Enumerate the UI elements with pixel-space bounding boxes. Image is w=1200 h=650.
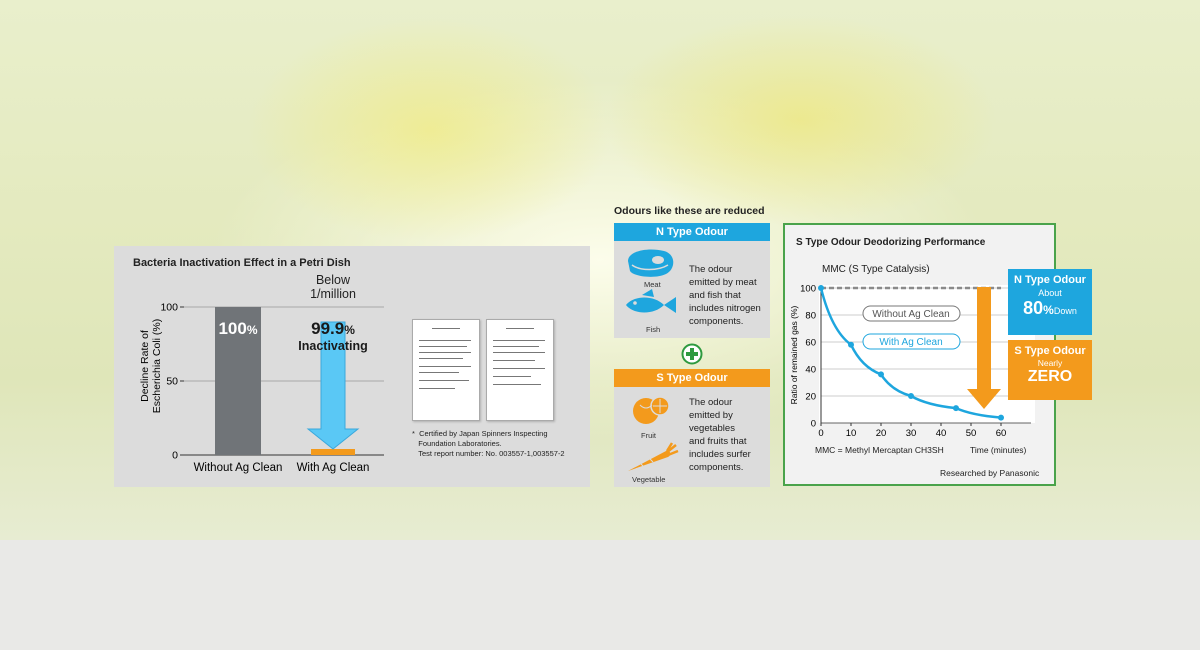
y-tick-label: 40 [805,365,816,376]
odours-title: Odours like these are reduced [614,205,765,217]
x-tick-label: With Ag Clean [297,462,370,474]
x-tick-label: 30 [906,428,917,439]
x-tick-label: 40 [936,428,947,439]
x-tick-label: 60 [996,428,1007,439]
odours-panel: Odours like these are reduced N Type Odo… [614,200,774,490]
bar1-pct: % [247,323,258,337]
y-tick-label: 50 [166,376,178,388]
label-with-ag: With Ag Clean [862,333,961,350]
y-tick-label: 100 [800,284,816,295]
y-tick-label: 0 [172,450,178,462]
plus-circle-icon [681,343,703,365]
fruit-label: Fruit [641,431,656,440]
s-type-box: S Type Odour Fruit Vegetable The odour em… [614,369,770,487]
s-type-description: The odour emitted by vegetables and fruits … [689,397,751,473]
n-type-header: N Type Odour [614,223,770,241]
vegetable-label: Vegetable [632,475,666,484]
x-tick-label: 0 [818,428,823,439]
x-tick-label: 10 [846,428,857,439]
carrot-icon [628,442,679,471]
s-type-badge: S Type Odour Nearly ZERO [1008,340,1092,400]
y-tick-label: 60 [805,338,816,349]
fish-icon [626,289,676,313]
svg-text:99.9%: 99.9% [311,319,355,338]
deodorizing-panel: S Type Odour Deodorizing Performance MMC… [783,223,1092,486]
deodorizing-title: S Type Odour Deodorizing Performance [796,237,986,248]
below-line2: 1/million [310,287,356,301]
svg-text:Without Ag Clean: Without Ag Clean [872,309,949,320]
bacteria-title: Bacteria Inactivation Effect in a Petri … [133,257,351,269]
bar1-value: 100 [218,319,246,338]
n-type-box: N Type Odour Meat Fish The odour emitted … [614,223,770,338]
mmc-footnote: MMC = Methyl Mercaptan CH3SH [815,445,944,455]
x-tick-label: Without Ag Clean [194,462,283,474]
y-tick-label: 80 [805,311,816,322]
down-arrow-icon [967,287,1001,409]
certified-note: * Certified by Japan Spinners Inspecting… [412,429,565,458]
ylabel-line2: Escherichia Coli (%) [151,319,163,414]
below-line1: Below [316,273,351,287]
bar2-pct: % [344,323,355,337]
bar [215,307,261,455]
bar2-value: 99.9 [311,319,344,338]
svg-text:100%: 100% [218,319,257,338]
data-point [848,341,854,348]
svg-text:With Ag Clean: With Ag Clean [879,337,942,348]
n-type-description: The odour emitted by meat and fish that inc… [689,264,761,327]
bacteria-panel: Bacteria Inactivation Effect in a Petri … [114,246,590,487]
ylabel: Ratio of remained gas (%) [789,305,799,404]
down-arrow-icon [306,321,360,450]
data-point [818,285,824,291]
data-point [953,405,959,412]
label-without-ag: Without Ag Clean [862,305,961,322]
certificate-document [412,319,480,421]
n-type-badge: N Type Odour About 80%Down [1008,269,1092,335]
xlabel: Time (minutes) [970,445,1027,455]
y-tick-label: 0 [811,419,816,430]
x-tick-label: 20 [876,428,887,439]
mmc-label: MMC (S Type Catalysis) [822,264,930,275]
bar2-caption: Inactivating [298,339,367,353]
meat-icon [628,249,674,277]
data-point [908,393,914,399]
y-tick-label: 100 [160,302,178,314]
data-point [878,371,884,378]
deodorizing-chart: MMC (S Type Catalysis) Ratio of remained… [789,264,1040,478]
data-point [998,414,1004,421]
credit: Researched by Panasonic [940,468,1040,478]
certificate-document-2 [486,319,554,421]
meat-label: Meat [644,280,661,289]
x-tick-label: 50 [966,428,977,439]
y-tick-label: 20 [805,392,816,403]
s-type-header: S Type Odour [614,369,770,387]
fruit-icon [633,396,670,424]
ylabel-line1: Decline Rate of [139,330,151,402]
fish-label: Fish [646,325,661,334]
bacteria-chart: Decline Rate of Escherichia Coli (%) 0 50… [139,273,384,474]
bar [311,449,355,455]
